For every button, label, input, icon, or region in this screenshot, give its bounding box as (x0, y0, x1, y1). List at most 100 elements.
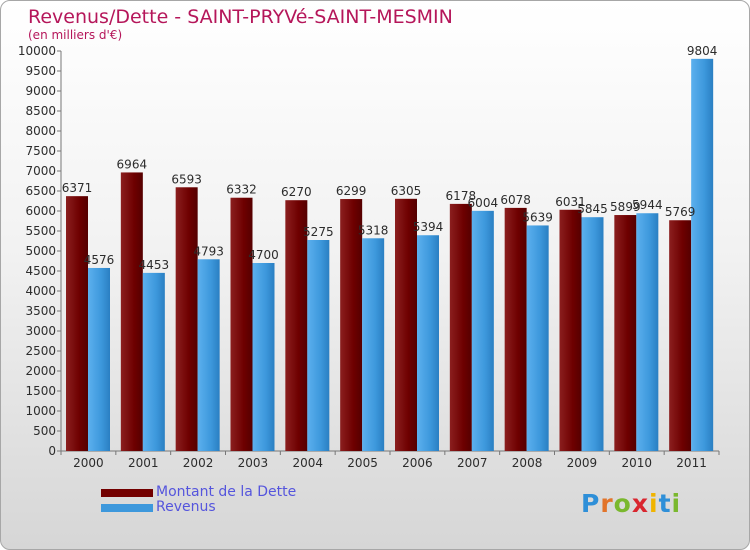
bar-dette (175, 187, 198, 451)
data-label-revenus: 9804 (687, 44, 718, 58)
data-label-revenus: 4793 (193, 244, 224, 258)
data-label-dette: 5769 (665, 205, 696, 219)
logo-letter: P (581, 489, 601, 518)
data-label-dette: 6964 (117, 157, 148, 171)
x-tick-label: 2011 (676, 456, 707, 470)
bar-revenus (252, 263, 275, 451)
y-tick-label: 3000 (25, 324, 56, 338)
bar-dette (449, 203, 472, 451)
bar-dette (340, 199, 363, 451)
bar-dette (614, 215, 637, 451)
logo-letter: i (649, 489, 659, 518)
y-tick-label: 1000 (25, 404, 56, 418)
x-tick-label: 2000 (73, 456, 104, 470)
logo-letter: x (631, 489, 649, 518)
legend-label-revenus: Revenus (156, 499, 216, 515)
y-tick-label: 4000 (25, 284, 56, 298)
x-tick-label: 2010 (621, 456, 652, 470)
bar-revenus (307, 240, 330, 451)
proxiti-logo: Proxiti (581, 489, 681, 518)
y-tick-label: 4500 (25, 264, 56, 278)
bar-dette (120, 172, 143, 451)
data-label-dette: 6178 (446, 189, 477, 203)
y-tick-label: 2000 (25, 364, 56, 378)
data-label-dette: 6031 (555, 195, 586, 209)
y-tick-label: 1500 (25, 384, 56, 398)
data-label-revenus: 4453 (139, 258, 170, 272)
chart-subtitle: (en milliers d'€) (28, 28, 123, 42)
bar-revenus (197, 259, 220, 451)
y-tick-label: 9500 (25, 64, 56, 78)
bar-revenus (471, 210, 494, 451)
x-tick-label: 2001 (128, 456, 159, 470)
logo-letter: o (613, 489, 632, 518)
bar-dette (559, 209, 582, 451)
x-tick-label: 2006 (402, 456, 433, 470)
y-tick-label: 8000 (25, 124, 56, 138)
y-tick-label: 8500 (25, 104, 56, 118)
y-tick-label: 500 (33, 424, 56, 438)
bar-dette (285, 200, 308, 451)
y-tick-label: 2500 (25, 344, 56, 358)
bar-revenus (526, 225, 549, 451)
y-tick-label: 5500 (25, 224, 56, 238)
legend-swatch-dette (101, 489, 153, 497)
bar-dette (66, 196, 88, 451)
data-label-dette: 6371 (62, 181, 93, 195)
data-label-revenus: 6004 (468, 196, 499, 210)
x-axis: 2000 2001 2002 2003 2004 2005 2006 2007 2008 2009… (60, 450, 720, 470)
x-tick-label: 2004 (292, 456, 323, 470)
data-label-revenus: 5394 (413, 220, 444, 234)
data-label-dette: 6078 (500, 193, 531, 207)
data-label-revenus: 5275 (303, 225, 334, 239)
y-tick-label: 6000 (25, 204, 56, 218)
bar-revenus (636, 213, 659, 451)
data-label-revenus: 4700 (248, 248, 279, 262)
bar-revenus (88, 267, 110, 451)
bar-revenus (362, 238, 385, 451)
logo-letter: r (600, 489, 614, 518)
y-tick-label: 7500 (25, 144, 56, 158)
data-label-dette: 6593 (171, 172, 202, 186)
logo-letter: i (671, 489, 682, 518)
bar-revenus (581, 217, 604, 451)
bar-revenus (417, 235, 439, 451)
data-label-revenus: 4576 (84, 253, 115, 267)
x-tick-label: 2005 (347, 456, 378, 470)
bars (66, 58, 714, 452)
x-tick-label: 2002 (183, 456, 214, 470)
logo-letter: t (658, 489, 672, 518)
x-tick-label: 2007 (457, 456, 488, 470)
y-tick-label: 9000 (25, 84, 56, 98)
bar-dette (230, 197, 253, 451)
data-label-revenus: 5639 (522, 210, 553, 224)
data-label-revenus: 5944 (632, 198, 663, 212)
y-tick-label: 6500 (25, 184, 56, 198)
data-label-dette: 6299 (336, 184, 367, 198)
y-axis: 0 500 1000 1500 2000 2500 3000 3500 4000 4500 5000… (18, 44, 62, 458)
legend-label-dette: Montant de la Dette (156, 484, 297, 500)
y-tick-label: 7000 (25, 164, 56, 178)
bar-dette (669, 220, 692, 451)
legend-swatch-revenus (101, 504, 153, 512)
bar-dette (395, 198, 417, 451)
data-labels: 6371 6964 6593 6332 6270 6299 6305 6178 6078 6031… (62, 44, 718, 272)
bar-revenus (691, 58, 714, 452)
x-tick-label: 2003 (238, 456, 269, 470)
y-tick-label: 0 (48, 444, 56, 458)
data-label-revenus: 5845 (577, 202, 608, 216)
data-label-dette: 6270 (281, 185, 312, 199)
bar-revenus (142, 272, 165, 451)
data-label-revenus: 5318 (358, 223, 389, 237)
data-label-dette: 6332 (226, 183, 257, 197)
x-tick-label: 2008 (512, 456, 543, 470)
y-tick-label: 10000 (18, 44, 56, 58)
data-label-dette: 5899 (610, 200, 641, 214)
chart-title: Revenus/Dette - SAINT-PRYVé-SAINT-MESMIN (28, 6, 453, 28)
y-tick-label: 3500 (25, 304, 56, 318)
y-tick-label: 5000 (25, 244, 56, 258)
data-label-dette: 6305 (391, 184, 422, 198)
x-tick-label: 2009 (567, 456, 598, 470)
